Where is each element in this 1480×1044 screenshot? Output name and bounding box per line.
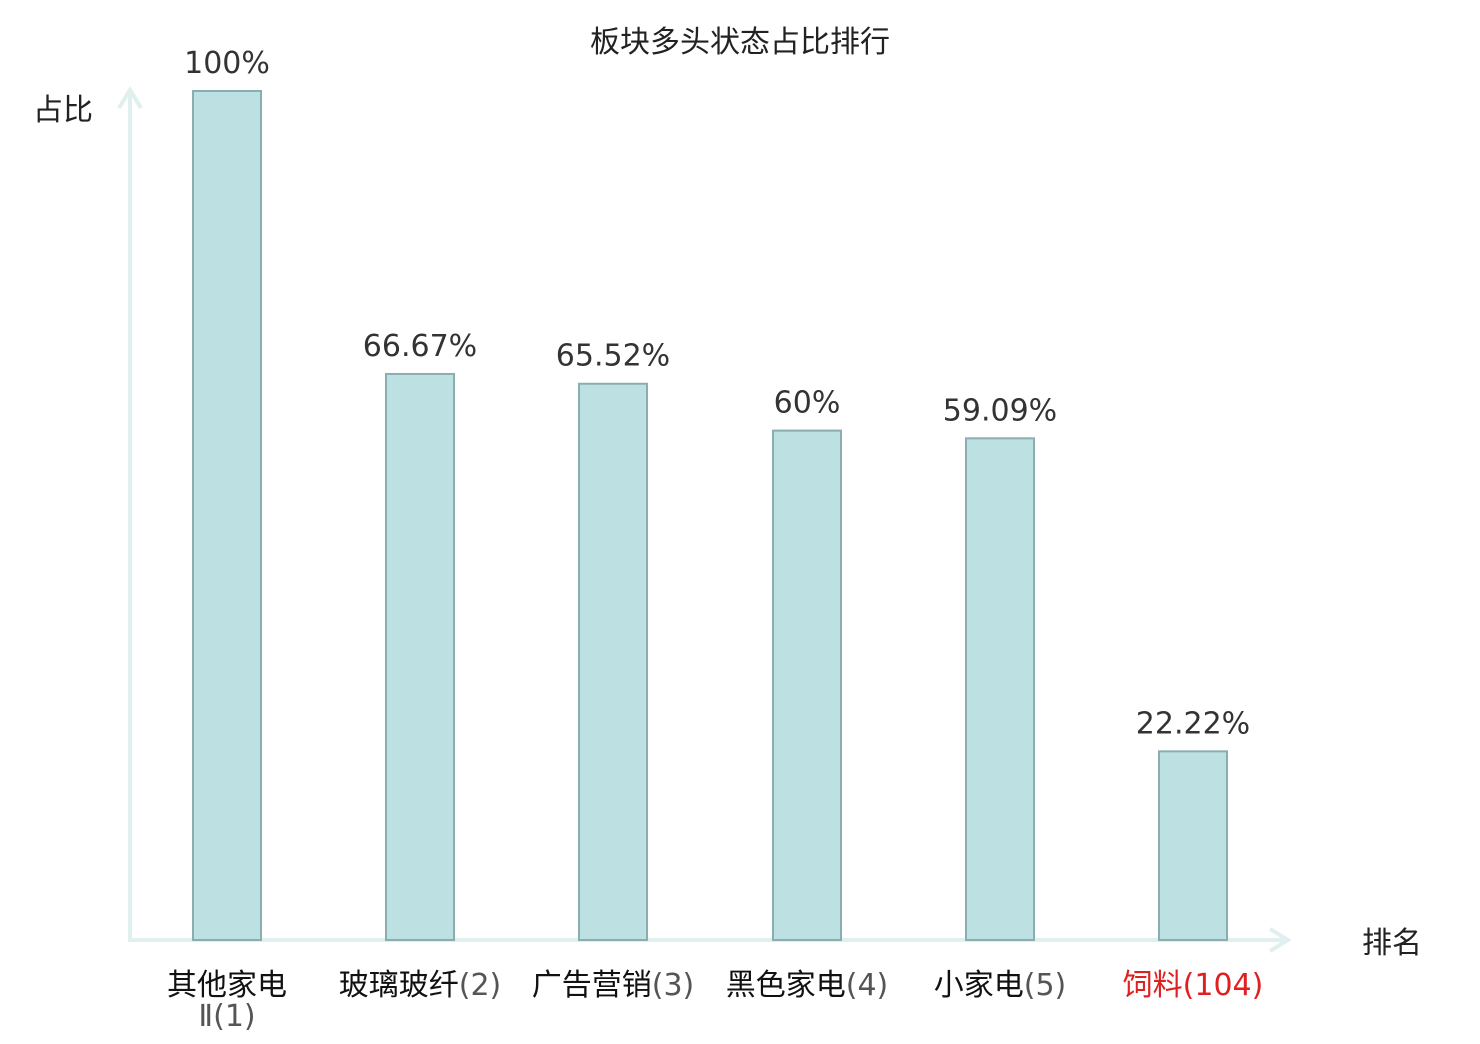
bar-5 bbox=[965, 437, 1035, 941]
tick-label-6: 饲料(104) bbox=[1123, 968, 1264, 1003]
tick-label-4: 黑色家电(4) bbox=[726, 968, 889, 1003]
x-axis-label: 排名 bbox=[1362, 926, 1422, 961]
bar-4 bbox=[772, 429, 842, 941]
tick-label-1-line2: Ⅱ(1) bbox=[198, 999, 255, 1034]
chart-title: 板块多头状态占比排行 bbox=[590, 25, 890, 60]
tick-label-5: 小家电(5) bbox=[934, 968, 1067, 1003]
value-label-6: 22.22% bbox=[1136, 706, 1250, 741]
axes bbox=[117, 86, 1292, 953]
value-label-5: 59.09% bbox=[943, 393, 1057, 428]
tick-label-3: 广告营销(3) bbox=[532, 968, 695, 1003]
x-axis-arrow bbox=[1268, 927, 1292, 953]
bar-1 bbox=[192, 90, 262, 941]
value-label-4: 60% bbox=[774, 386, 841, 421]
value-label-3: 65.52% bbox=[556, 339, 670, 374]
y-axis-arrow bbox=[117, 86, 143, 110]
bar-3 bbox=[578, 382, 648, 941]
bar-6 bbox=[1158, 750, 1228, 941]
tick-label-2: 玻璃玻纤(2) bbox=[339, 968, 502, 1003]
bar-2 bbox=[385, 372, 455, 942]
y-axis-label: 占比 bbox=[33, 93, 93, 128]
tick-label-1: 其他家电 bbox=[167, 968, 287, 1003]
bars-group bbox=[192, 90, 1228, 942]
value-label-1: 100% bbox=[184, 46, 270, 81]
value-label-2: 66.67% bbox=[363, 329, 477, 364]
